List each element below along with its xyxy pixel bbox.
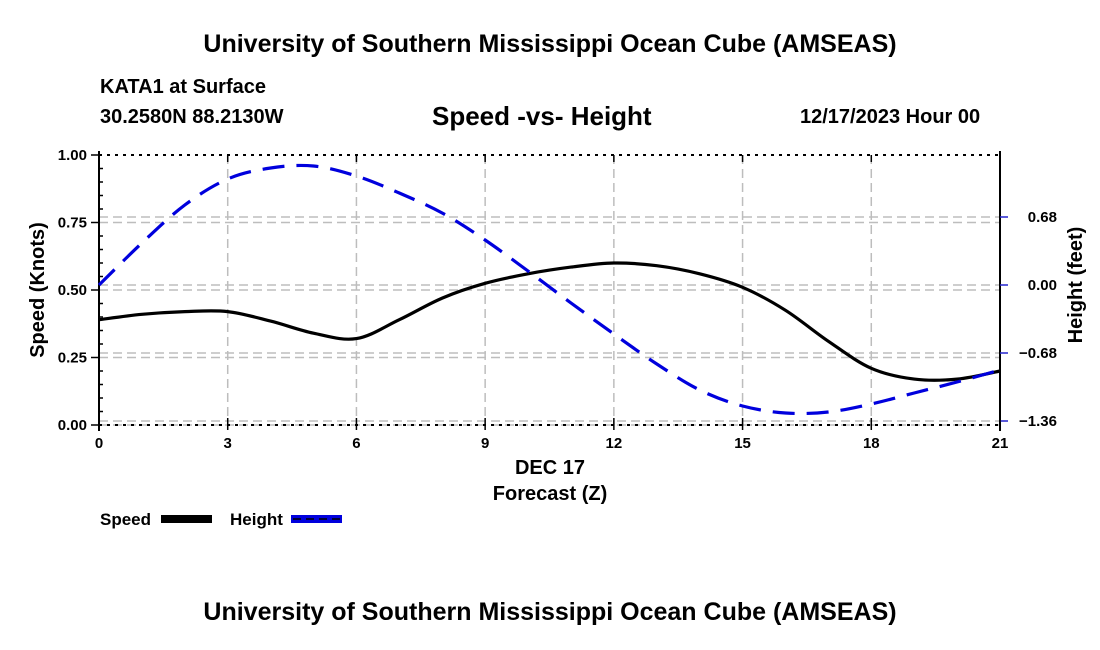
y-tick-label: 0.25: [58, 350, 87, 367]
series-line-speed: [98, 261, 1001, 382]
legend-label-speed: Speed: [100, 510, 151, 529]
y-tick-label: 0.00: [58, 417, 87, 434]
legend-swatch-speed: [161, 515, 212, 523]
x-tick-label: 21: [992, 435, 1009, 452]
x-tick-label: 6: [352, 435, 360, 452]
x-axis-date: DEC 17: [515, 457, 585, 479]
x-tick-label: 3: [224, 435, 232, 452]
y-tick-label: 0.50: [58, 282, 87, 299]
y-tick-label: 0.75: [58, 215, 87, 232]
y2-tick-label: 0.68: [1028, 209, 1057, 226]
footer-title: University of Southern Mississippi Ocean…: [203, 598, 897, 626]
y2-tick-label: 0.00: [1028, 277, 1057, 294]
plot-frame: [98, 151, 1001, 431]
station-label: KATA1 at Surface: [100, 76, 266, 98]
x-tick-label: 9: [481, 435, 489, 452]
x-axis-title: Forecast (Z): [493, 483, 607, 505]
x-tick-label: 18: [863, 435, 880, 452]
coordinates-label: 30.2580N 88.2130W: [100, 106, 284, 128]
x-tick-label: 12: [606, 435, 623, 452]
x-tick-label: 15: [734, 435, 751, 452]
axes-layer: 0.00 0.25 0.50 0.75 1.00 0.68 0.00 −0.68 −1.36 0 3…: [58, 147, 1057, 452]
series-line-height: [97, 163, 1001, 416]
legend-label-height: Height: [230, 510, 283, 529]
x-tick-label: 0: [95, 435, 103, 452]
grid: [99, 155, 1000, 426]
forecast-date: 12/17/2023 Hour 00: [800, 106, 981, 128]
y-tick-label: 1.00: [58, 147, 87, 164]
legend-swatch-height: [291, 515, 342, 523]
main-title: University of Southern Mississippi Ocean…: [203, 30, 897, 58]
y2-tick-label: −0.68: [1019, 345, 1057, 362]
legend: Speed Height: [100, 510, 342, 529]
series-layer: [97, 163, 1001, 416]
chart-title: Speed -vs- Height: [432, 101, 652, 131]
y-axis-title: Speed (Knots): [27, 222, 49, 358]
y2-tick-label: −1.36: [1019, 413, 1057, 430]
y2-axis-title: Height (feet): [1065, 227, 1087, 344]
